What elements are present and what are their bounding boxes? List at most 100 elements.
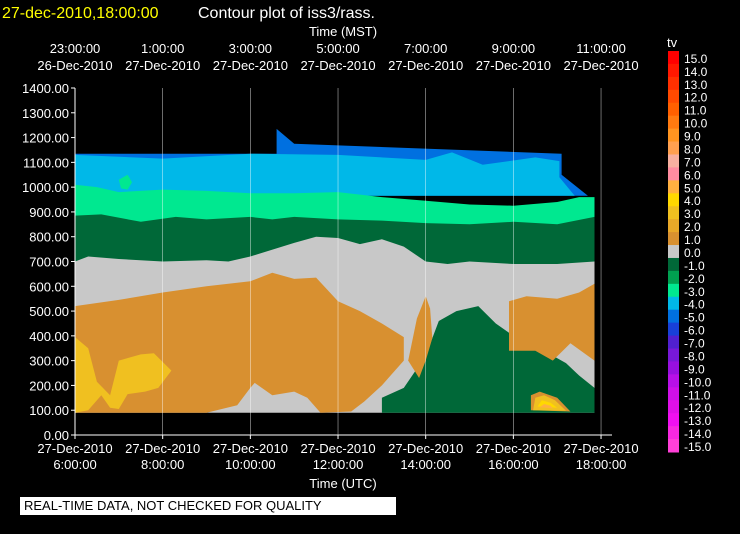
colorbar-label-value: -5.0 xyxy=(684,311,705,325)
colorbar-swatch xyxy=(668,89,679,104)
x-tick-date: 27-Dec-2010 xyxy=(388,441,463,456)
colorbar-swatch xyxy=(668,102,679,117)
colorbar-label-value: -6.0 xyxy=(684,324,705,338)
colorbar-label-value: -10.0 xyxy=(684,375,712,389)
colorbar-swatch xyxy=(668,154,679,168)
colorbar-swatch xyxy=(668,283,679,298)
contour-region-5 xyxy=(381,306,595,413)
colorbar-swatch xyxy=(668,400,679,414)
quality-notice: REAL-TIME DATA, NOT CHECKED FOR QUALITY xyxy=(20,497,396,515)
colorbar-swatch xyxy=(668,141,679,155)
x-tick-date: 27-Dec-2010 xyxy=(476,441,551,456)
colorbar-label: tv xyxy=(667,35,678,50)
x-tick-time: 6:00:00 xyxy=(53,457,96,472)
colorbar-swatch xyxy=(668,63,679,78)
colorbar-label-value: -15.0 xyxy=(684,440,712,454)
x-axis-label: Time (UTC) xyxy=(309,476,376,491)
colorbar-label-value: -1.0 xyxy=(684,259,705,273)
colorbar-swatch xyxy=(668,348,679,362)
contour-regions xyxy=(75,128,595,413)
colorbar-swatch xyxy=(668,219,679,233)
top-tick-time: 1:00:00 xyxy=(141,41,184,56)
x-tick-time: 18:00:00 xyxy=(576,457,627,472)
colorbar-swatch xyxy=(668,245,679,259)
colorbar-label-value: 4.0 xyxy=(684,194,701,208)
y-tick-label: 100.00 xyxy=(29,403,69,418)
top-tick-time: 3:00:00 xyxy=(229,41,272,56)
top-tick-date: 27-Dec-2010 xyxy=(125,58,200,73)
colorbar-swatch xyxy=(668,180,679,194)
colorbar-label-value: 15.0 xyxy=(684,52,708,66)
top-tick-time: 5:00:00 xyxy=(316,41,359,56)
colorbar: 15.014.013.012.011.010.09.08.07.06.05.04… xyxy=(668,51,712,454)
contour-region-9 xyxy=(75,337,172,413)
x-axis-ticks: 27-Dec-20106:00:0027-Dec-20108:00:0027-D… xyxy=(37,41,638,472)
colorbar-label-value: -14.0 xyxy=(684,427,712,441)
x-tick-time: 16:00:00 xyxy=(488,457,539,472)
y-tick-label: 200.00 xyxy=(29,378,69,393)
x-tick-time: 12:00:00 xyxy=(313,457,364,472)
colorbar-label-value: 0.0 xyxy=(684,246,701,260)
colorbar-label-value: -12.0 xyxy=(684,401,712,415)
colorbar-swatch xyxy=(668,413,679,427)
colorbar-label-value: -9.0 xyxy=(684,362,705,376)
top-tick-date: 27-Dec-2010 xyxy=(476,58,551,73)
y-tick-label: 1200.00 xyxy=(22,131,69,146)
x-tick-date: 27-Dec-2010 xyxy=(300,441,375,456)
y-tick-label: 0.00 xyxy=(44,428,69,443)
x-tick-time: 14:00:00 xyxy=(400,457,451,472)
colorbar-swatch xyxy=(668,232,679,246)
y-tick-label: 1000.00 xyxy=(22,180,69,195)
colorbar-label-value: 1.0 xyxy=(684,233,701,247)
top-tick-date: 26-Dec-2010 xyxy=(37,58,112,73)
colorbar-swatch xyxy=(668,439,679,453)
colorbar-label-value: 2.0 xyxy=(684,220,701,234)
colorbar-swatch xyxy=(668,115,679,130)
top-axis-label: Time (MST) xyxy=(309,24,377,39)
colorbar-swatch xyxy=(668,270,679,285)
colorbar-swatch xyxy=(668,128,679,143)
y-tick-label: 800.00 xyxy=(29,230,69,245)
colorbar-label-value: 9.0 xyxy=(684,130,701,144)
top-tick-date: 27-Dec-2010 xyxy=(563,58,638,73)
contour-region-13 xyxy=(539,404,553,409)
colorbar-swatch xyxy=(668,257,679,272)
contour-region-7 xyxy=(408,296,433,378)
y-tick-label: 400.00 xyxy=(29,329,69,344)
x-tick-date: 27-Dec-2010 xyxy=(125,441,200,456)
y-tick-label: 600.00 xyxy=(29,279,69,294)
colorbar-label-value: -4.0 xyxy=(684,298,705,312)
colorbar-label-value: 11.0 xyxy=(684,104,707,118)
colorbar-swatch xyxy=(668,374,679,388)
x-tick-time: 10:00:00 xyxy=(225,457,276,472)
colorbar-swatch xyxy=(668,296,679,311)
colorbar-swatch xyxy=(668,426,679,440)
y-tick-label: 700.00 xyxy=(29,255,69,270)
colorbar-label-value: 10.0 xyxy=(684,117,708,131)
y-tick-label: 1400.00 xyxy=(22,81,69,96)
y-tick-label: 1100.00 xyxy=(23,155,69,170)
colorbar-swatch xyxy=(668,206,679,220)
colorbar-label-value: -7.0 xyxy=(684,337,705,351)
chart-title: Contour plot of iss3/rass. xyxy=(198,5,375,22)
colorbar-label-value: 12.0 xyxy=(684,91,708,105)
top-tick-time: 7:00:00 xyxy=(404,41,447,56)
colorbar-swatch xyxy=(668,76,679,91)
colorbar-label-value: -3.0 xyxy=(684,285,705,299)
top-tick-date: 27-Dec-2010 xyxy=(213,58,288,73)
top-tick-time: 11:00:00 xyxy=(576,41,626,56)
colorbar-swatch xyxy=(668,51,679,65)
colorbar-swatch xyxy=(668,322,679,337)
colorbar-label-value: 7.0 xyxy=(684,155,701,169)
y-tick-label: 300.00 xyxy=(29,354,69,369)
colorbar-swatch xyxy=(668,309,679,324)
colorbar-label-value: 3.0 xyxy=(684,207,701,221)
x-tick-date: 27-Dec-2010 xyxy=(563,441,638,456)
y-tick-label: 1300.00 xyxy=(22,106,69,121)
colorbar-swatch xyxy=(668,193,679,207)
colorbar-label-value: 8.0 xyxy=(684,142,701,156)
top-tick-date: 27-Dec-2010 xyxy=(300,58,375,73)
colorbar-swatch xyxy=(668,167,679,181)
contour-region-1 xyxy=(75,152,575,196)
contour-region-8 xyxy=(509,283,595,361)
